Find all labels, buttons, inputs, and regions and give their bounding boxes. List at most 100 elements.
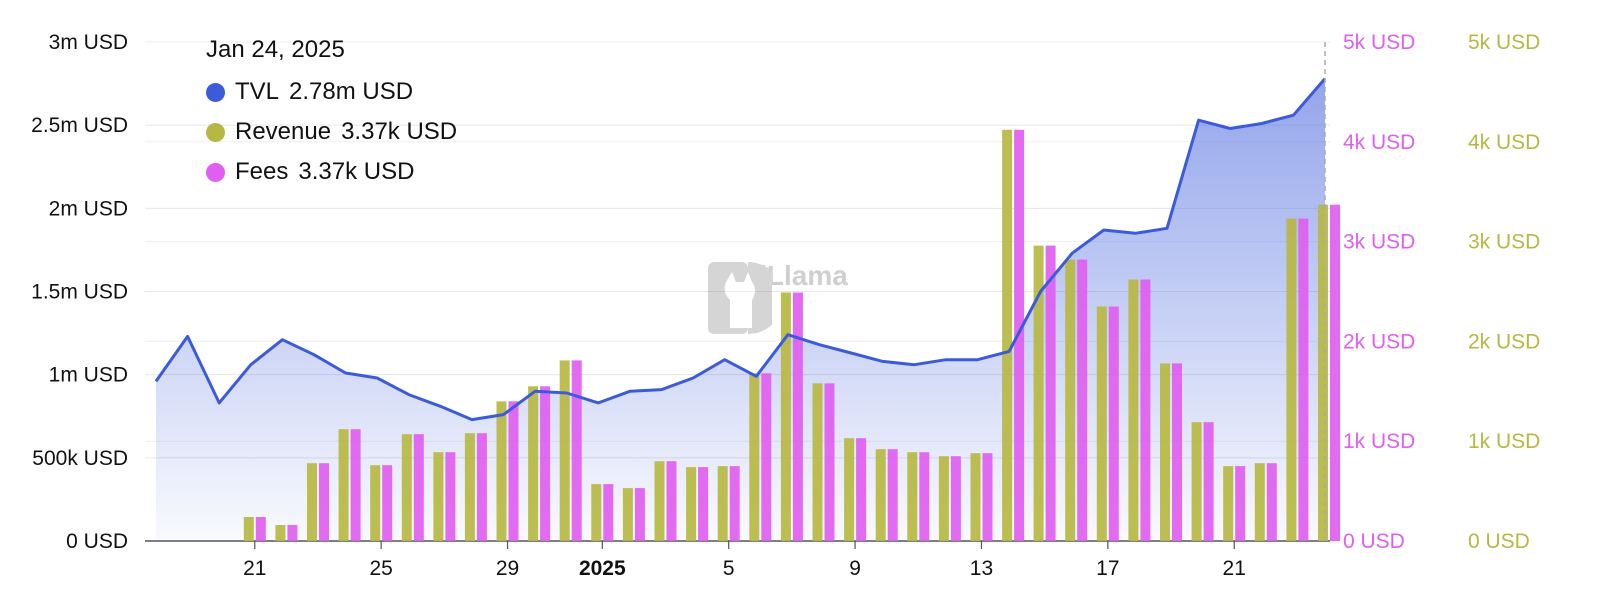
tvl-line-group [154,42,1327,541]
fees-bar [413,434,424,541]
revenue-bar [1128,279,1139,541]
tvl-dot-icon [206,82,225,102]
y-right-fees-tick-label: 5k USD [1343,31,1415,54]
y-right-revenue-tick-label: 1k USD [1468,430,1540,453]
fees-bar [1108,306,1119,541]
revenue-bar [970,453,981,541]
revenue-bar [654,461,665,541]
tvl-area [156,78,1325,541]
revenue-bar [1318,204,1328,541]
revenue-bar [938,456,949,541]
fees-bar [982,453,993,541]
revenue-bar [464,433,475,541]
y-right-revenue-tick-label: 4k USD [1468,131,1540,154]
fees-bar [792,292,803,541]
revenue-bar [1160,363,1170,541]
fees-bar [1235,466,1246,541]
x-tick-label: 17 [1096,557,1119,580]
revenue-bar [243,517,254,541]
revenue-bar [528,386,539,541]
y-right-fees-tick-label: 3k USD [1343,231,1415,254]
y-left-tick-label: 3m USD [49,31,128,54]
y-right-revenue-tick-label: 5k USD [1468,31,1540,54]
legend-fees-value: 3.37k USD [298,158,415,185]
fees-bar [382,465,393,541]
fees-bar [1266,463,1277,541]
revenue-bar [370,465,381,541]
fees-bar [1330,204,1340,541]
y-left-tick-label: 1m USD [49,364,128,387]
revenue-bar [780,292,791,541]
fees-bar [1203,422,1214,541]
fees-dot-icon [206,162,225,182]
x-tick-label: 21 [1223,557,1246,580]
fees-bar [603,484,614,541]
fees-bar [729,466,740,541]
revenue-bar [1286,218,1297,541]
revenue-bar [686,467,697,541]
fees-bar [287,525,298,541]
llama-logo-icon [708,262,772,334]
revenue-bar [1254,463,1265,541]
legend-item-tvl: TVL 2.78m USD [206,72,457,112]
fees-bar [508,401,519,541]
legend-revenue-label: Revenue [235,118,332,145]
x-tick-label: 21 [243,557,266,580]
revenue-bar [1033,245,1044,541]
revenue-bar [401,434,412,541]
tooltip-legend: Jan 24, 2025 TVL 2.78m USD Revenue 3.37k… [206,36,457,192]
revenue-bar [307,463,317,541]
revenue-bar [275,525,286,541]
legend-item-revenue: Revenue 3.37k USD [206,112,457,152]
fees-bar [445,452,456,541]
y-right-revenue-tick-label: 2k USD [1468,330,1540,353]
y-right-revenue-tick-label: 0 USD [1468,530,1530,553]
legend-fees-label: Fees [235,158,289,185]
revenue-bar [433,452,444,541]
legend-tvl-value: 2.78m USD [289,78,414,105]
fees-bar [950,456,961,541]
revenue-bar [622,488,633,541]
x-tick-label: 25 [369,557,392,580]
revenue-bar [1191,422,1202,541]
revenue-bar [591,484,602,541]
fees-bar [319,463,329,541]
x-tick-label: 9 [849,557,861,580]
revenue-bar [844,438,855,541]
fees-bar [255,517,266,541]
fees-bar [476,433,487,541]
y-left-tick-label: 1.5m USD [31,281,128,304]
fees-bar [1172,363,1182,541]
revenue-bar [1096,306,1107,541]
y-right-fees-tick-label: 1k USD [1343,430,1415,453]
revenue-bar [717,466,728,541]
legend-item-fees: Fees 3.37k USD [206,152,457,192]
revenue-bar [1002,129,1013,542]
y-left-tick-label: 500k USD [32,447,128,470]
revenue-bar [559,360,570,541]
fees-bar [634,488,645,541]
fees-bar [856,438,867,541]
watermark-text: DefiLlama [714,260,848,291]
revenue-bar [875,449,886,541]
revenue-bar [749,373,760,541]
defillama-watermark: DefiLlama [706,260,848,334]
tvl-line [154,77,1327,422]
y-right-revenue-tick-label: 3k USD [1468,231,1540,254]
tvl-area-fill [156,78,1325,541]
fees-bar [540,386,551,541]
revenue-bar [812,383,823,541]
axes: 0 USD 500k USD 1m USD 1.5m USD 2m USD 2.5m US… [31,31,1540,580]
revenue-bar [338,429,349,541]
y-left-tick-label: 0 USD [66,530,128,553]
fees-bar [1077,259,1088,541]
y-right-fees-tick-label: 4k USD [1343,131,1415,154]
revenue-bar [907,452,918,541]
x-tick-label: 13 [970,557,993,580]
revenue-dot-icon [206,122,225,142]
y-right-fees-tick-label: 2k USD [1343,330,1415,353]
legend-date: Jan 24, 2025 [206,36,345,63]
revenue-bar [1223,466,1234,541]
